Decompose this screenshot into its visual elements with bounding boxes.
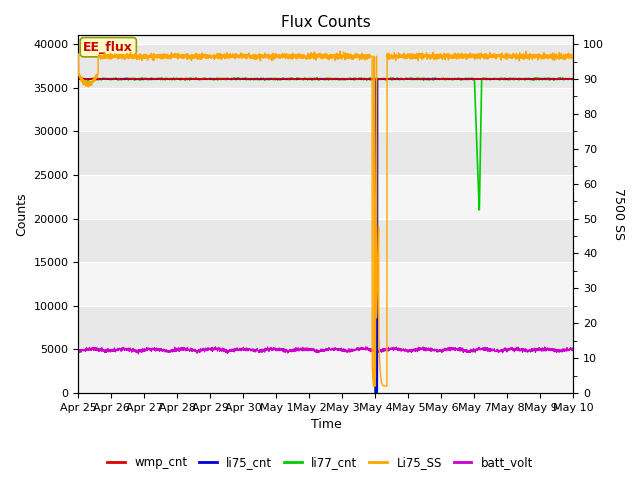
Bar xyxy=(79,349,573,393)
Y-axis label: 7500 SS: 7500 SS xyxy=(612,188,625,240)
Legend: wmp_cnt, li75_cnt, li77_cnt, Li75_SS, batt_volt: wmp_cnt, li75_cnt, li77_cnt, Li75_SS, ba… xyxy=(102,452,538,474)
Y-axis label: Counts: Counts xyxy=(15,192,28,236)
Bar xyxy=(79,132,573,175)
X-axis label: Time: Time xyxy=(310,419,341,432)
Bar xyxy=(79,88,573,132)
Title: Flux Counts: Flux Counts xyxy=(281,15,371,30)
Bar xyxy=(79,218,573,262)
Bar xyxy=(79,306,573,349)
Bar xyxy=(79,175,573,218)
Bar xyxy=(79,44,573,88)
Bar xyxy=(79,0,573,44)
Text: EE_flux: EE_flux xyxy=(83,41,133,54)
Bar xyxy=(79,262,573,306)
